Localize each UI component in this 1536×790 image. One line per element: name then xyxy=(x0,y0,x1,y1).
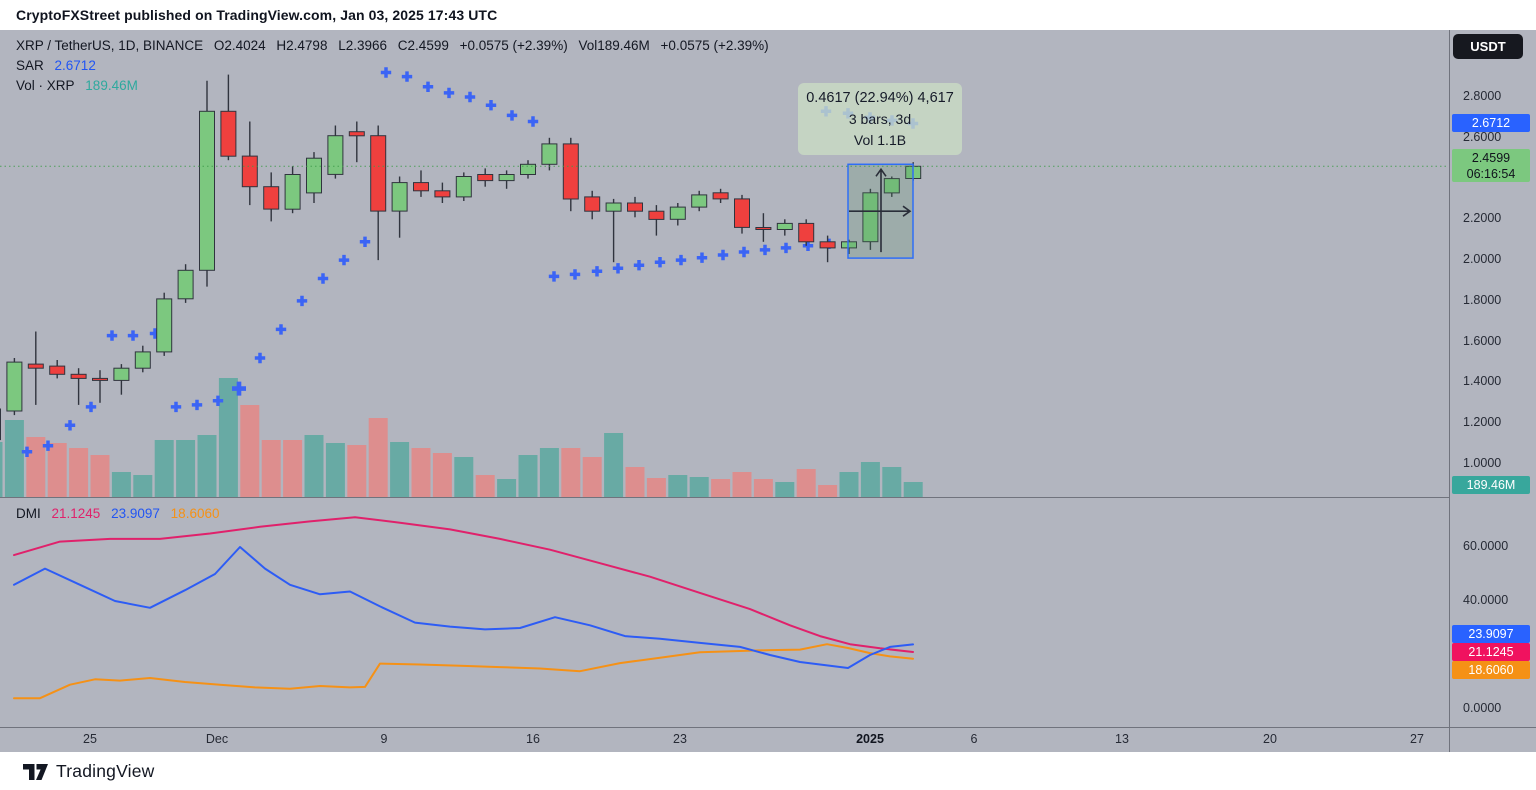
price-tick-label: 2.2000 xyxy=(1463,211,1502,226)
price-tick-label: 2.0000 xyxy=(1463,252,1502,267)
time-tick-label: 9 xyxy=(380,732,388,746)
time-tick-label: Dec xyxy=(205,732,229,746)
price-tick-label: 1.8000 xyxy=(1463,292,1502,307)
dmi-plus-di-line xyxy=(13,546,914,669)
dmi-tick-label: 40.0000 xyxy=(1463,593,1509,607)
tradingview-logo-text: TradingView xyxy=(56,761,155,781)
volume-indicator-label[interactable]: Vol · XRP xyxy=(16,78,75,93)
time-tick-label: 25 xyxy=(83,732,97,746)
time-tick-label: 2025 xyxy=(856,732,884,746)
volume-value: Vol189.46M xyxy=(578,38,650,53)
right-arrow-icon xyxy=(849,205,912,217)
last-price-badge: 2.4599 06:16:54 xyxy=(1452,149,1530,183)
last-price: 2.4599 xyxy=(1471,151,1511,166)
dmi-adx-line xyxy=(13,516,914,653)
candlestick-dmi-chart[interactable] xyxy=(0,30,1449,752)
dmi-label[interactable]: DMI xyxy=(16,506,41,521)
high-value: H2.4798 xyxy=(276,38,328,53)
axis-corner-divider xyxy=(1449,727,1450,752)
measure-volume: Vol 1.1B xyxy=(853,132,907,148)
dmi-series xyxy=(13,516,914,700)
price-tick-label: 1.6000 xyxy=(1463,333,1502,348)
symbol-ohlc-row: XRP / TetherUS, 1D, BINANCE O2.4024 H2.4… xyxy=(16,36,769,56)
currency-toggle-button[interactable]: USDT xyxy=(1453,34,1523,59)
time-tick-label: 20 xyxy=(1263,732,1277,746)
sar-value: 2.6712 xyxy=(54,58,96,73)
dmi-tick-label: 0.0000 xyxy=(1463,701,1502,715)
chart-area[interactable]: XRP / TetherUS, 1D, BINANCE O2.4024 H2.4… xyxy=(0,30,1536,752)
dmi-legend: DMI 21.1245 23.9097 18.6060 xyxy=(16,504,219,524)
dmi-minus-di-line xyxy=(13,643,914,700)
price-tick-label: 1.2000 xyxy=(1463,415,1502,430)
dmi-tick-label: 60.0000 xyxy=(1463,539,1509,553)
dmi-plus-di-value: 23.9097 xyxy=(111,506,160,521)
dmi-value-badge: 18.6060 xyxy=(1452,660,1530,679)
footer-bar: TradingView xyxy=(0,752,1536,790)
volume-indicator-value: 189.46M xyxy=(85,78,138,93)
sar-price-badge: 2.6712 xyxy=(1452,114,1530,133)
open-value: O2.4024 xyxy=(213,38,266,53)
price-tick-label: 2.8000 xyxy=(1463,89,1502,103)
time-tick-label: 13 xyxy=(1115,732,1129,746)
symbol-legend: XRP / TetherUS, 1D, BINANCE O2.4024 H2.4… xyxy=(16,36,769,96)
close-value: C2.4599 xyxy=(397,38,449,53)
volume-series xyxy=(0,378,923,497)
sar-label[interactable]: SAR xyxy=(16,58,44,73)
sar-legend-row: SAR 2.6712 xyxy=(16,56,769,76)
bar-countdown: 06:16:54 xyxy=(1466,167,1516,182)
price-tick-label: 1.0000 xyxy=(1463,456,1502,470)
time-axis[interactable]: 25 Dec 9 16 23 2025 6 13 20 27 xyxy=(0,727,1536,752)
dmi-adx-value: 21.1245 xyxy=(51,506,101,521)
symbol-title[interactable]: XRP / TetherUS, 1D, BINANCE xyxy=(16,38,204,53)
attribution-text: CryptoFXStreet published on TradingView.… xyxy=(16,7,498,23)
sar-series xyxy=(21,67,919,457)
measure-price-range: 0.4617 (22.94%) 4,617 xyxy=(806,90,954,106)
time-tick-label: 23 xyxy=(673,732,687,746)
volume-badge: 189.46M xyxy=(1452,476,1530,494)
time-tick-label: 6 xyxy=(970,732,978,746)
volume-change-value: +0.0575 (+2.39%) xyxy=(660,38,769,53)
time-tick-label: 16 xyxy=(526,732,540,746)
low-value: L2.3966 xyxy=(338,38,388,53)
candlestick-series xyxy=(0,74,922,441)
dmi-value-badge: 23.9097 xyxy=(1452,624,1530,643)
price-tick-label: 1.4000 xyxy=(1463,374,1502,389)
dmi-value-badge: 21.1245 xyxy=(1452,642,1530,661)
price-axis[interactable]: USDT 2.8000 2.6000 2.2000 2.0000 1.8000 1.600… xyxy=(1449,30,1536,727)
change-value: +0.0575 (+2.39%) xyxy=(459,38,568,53)
time-tick-label: 27 xyxy=(1410,732,1424,746)
price-tick-label: 2.6000 xyxy=(1463,129,1502,144)
tradingview-logo[interactable]: TradingView xyxy=(22,761,155,782)
volume-legend-row: Vol · XRP 189.46M xyxy=(16,76,769,96)
measure-tooltip: 0.4617 (22.94%) 4,617 3 bars, 3d Vol 1.1… xyxy=(798,83,962,155)
tradingview-logo-icon xyxy=(23,763,48,780)
dmi-minus-di-value: 18.6060 xyxy=(170,506,220,521)
measure-bar-count: 3 bars, 3d xyxy=(848,111,912,127)
measure-selection-box[interactable] xyxy=(847,163,914,259)
